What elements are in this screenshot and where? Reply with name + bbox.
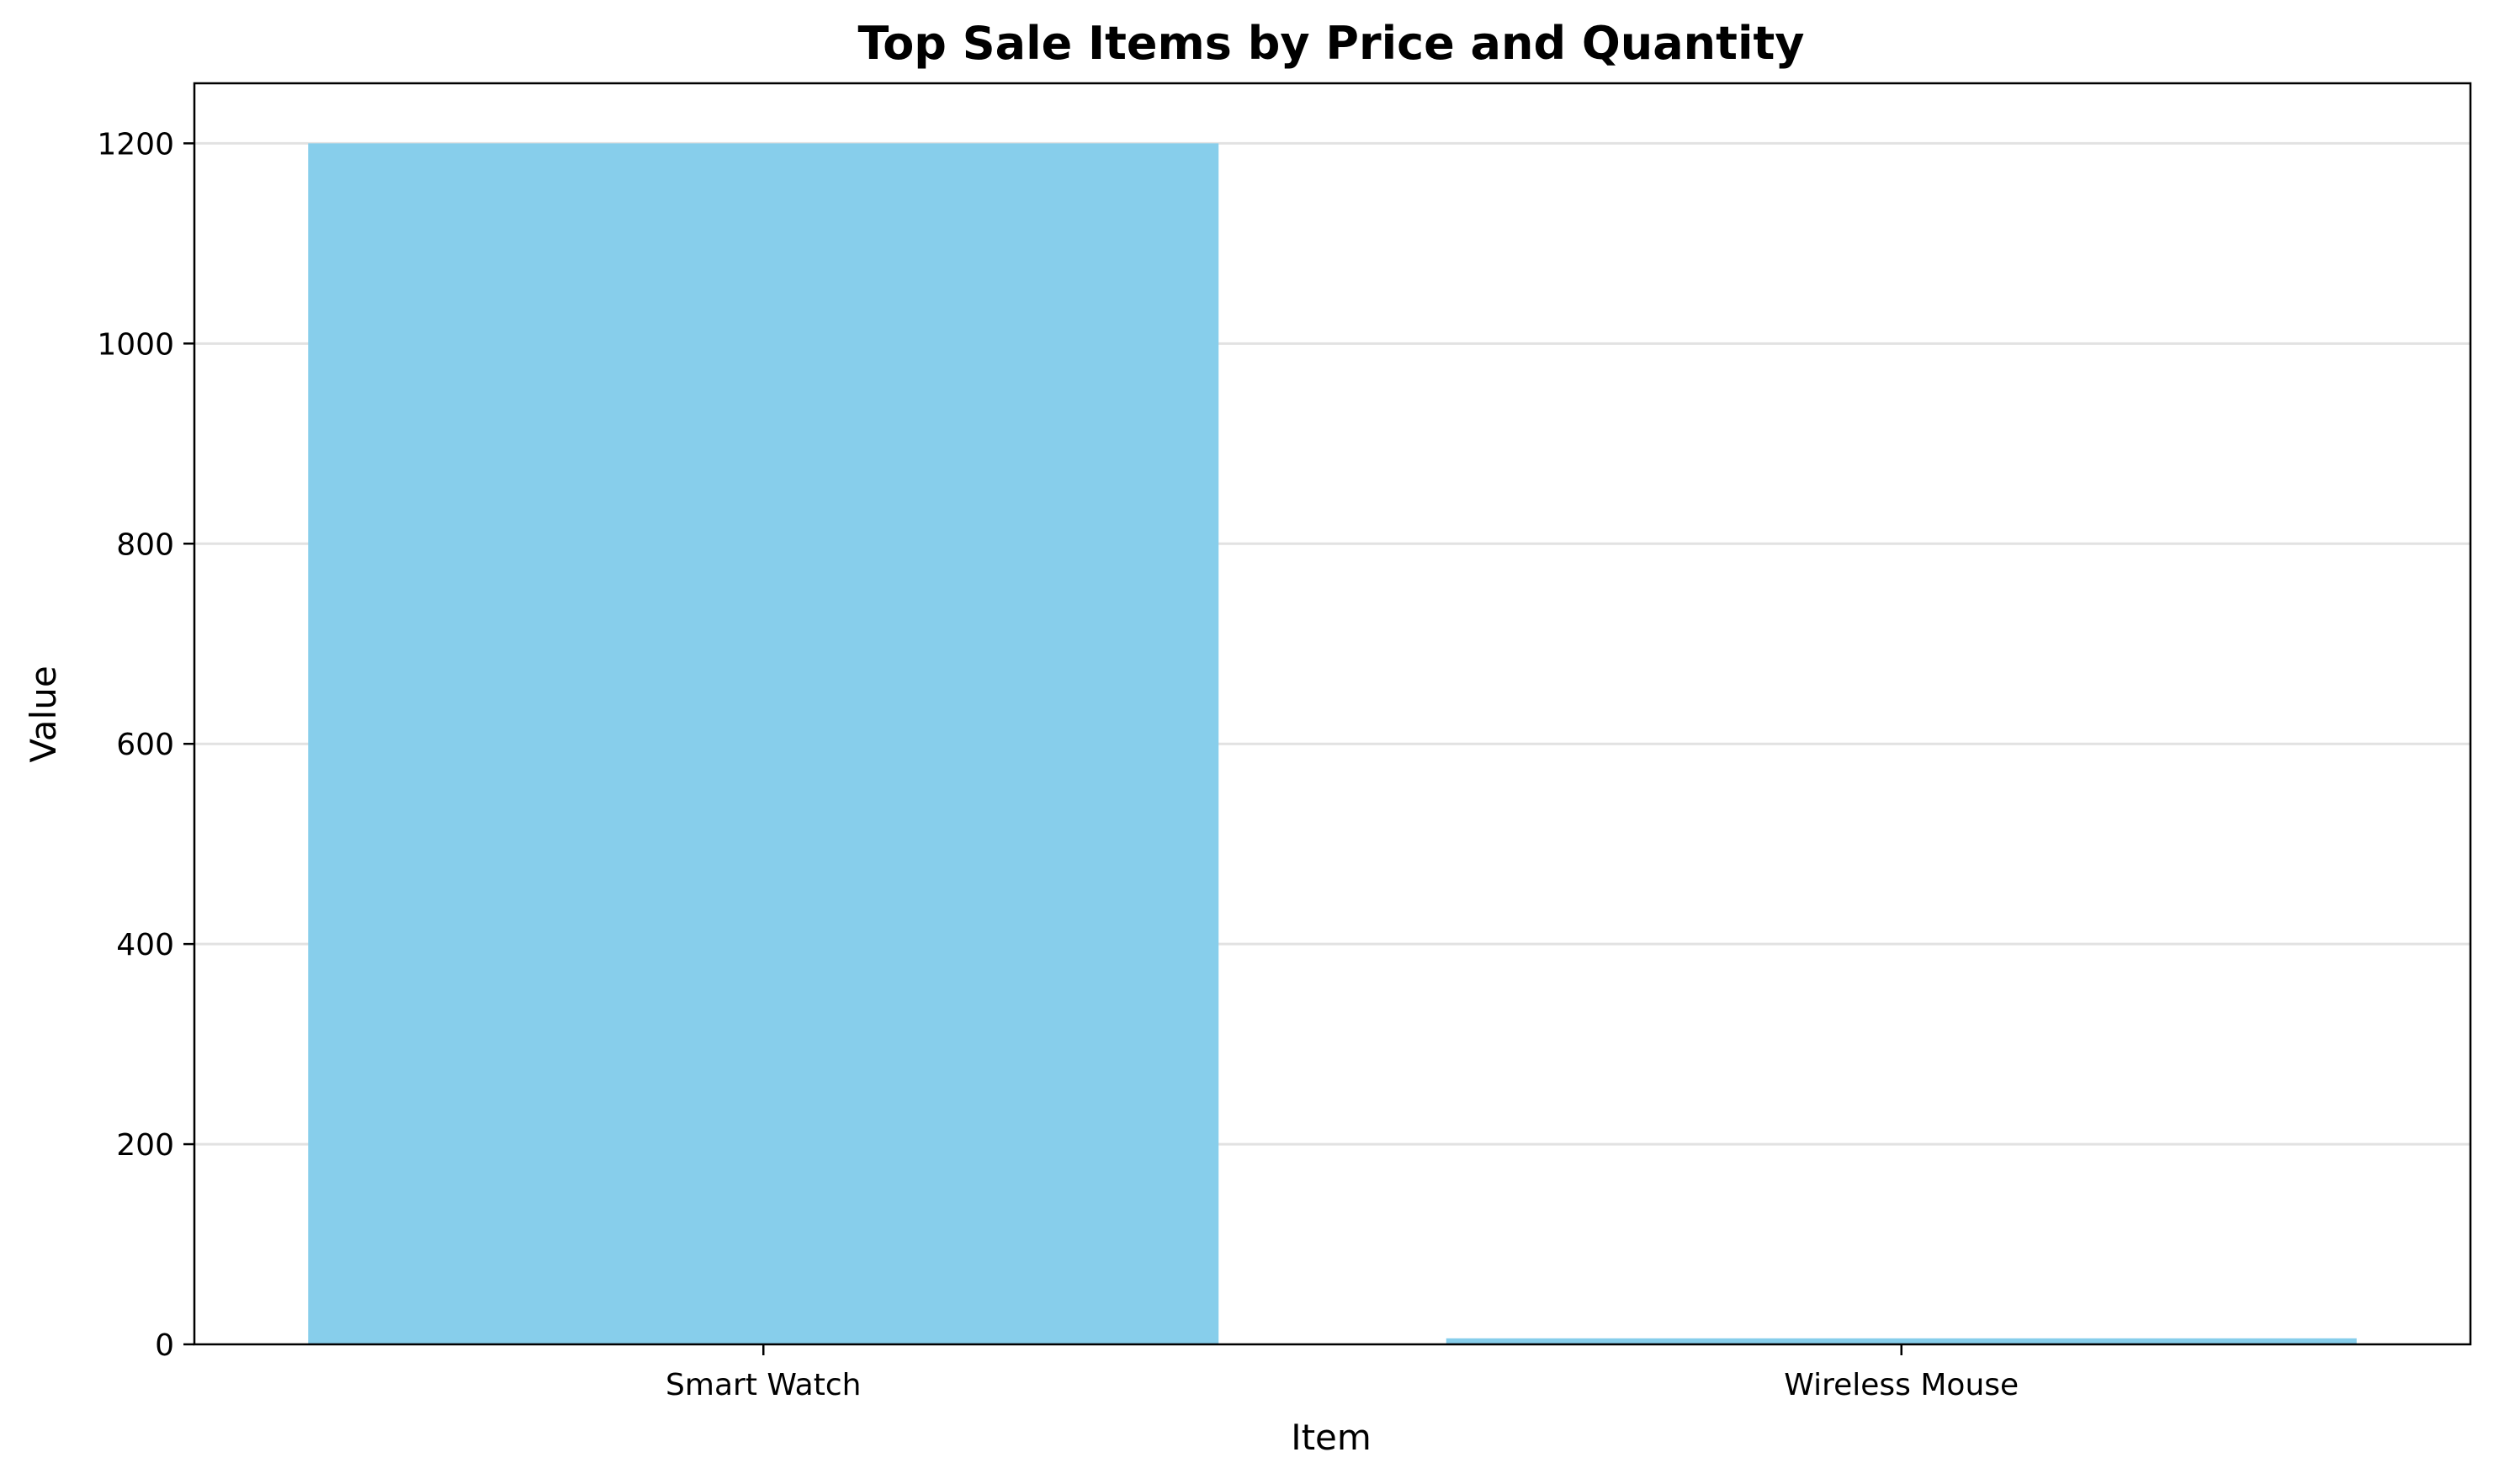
bar-smart-watch xyxy=(308,143,1219,1344)
x-tick-label: Smart Watch xyxy=(666,1368,861,1402)
axes: 0 200 400 600 800 1000 1200 Smart Watch Wireless… xyxy=(97,82,2472,1402)
y-tick-label: 1000 xyxy=(97,327,174,362)
bar-wireless-mouse xyxy=(1446,1338,2357,1344)
bars xyxy=(308,143,2357,1344)
chart-title: Top Sale Items by Price and Quantity xyxy=(858,17,1805,70)
y-tick-label: 0 xyxy=(155,1328,174,1363)
y-tick-label: 400 xyxy=(116,928,174,962)
y-axis-label: Value xyxy=(23,665,64,762)
x-axis-label: Item xyxy=(1291,1417,1372,1458)
y-tick-label: 600 xyxy=(116,728,174,762)
x-tick-label: Wireless Mouse xyxy=(1784,1368,2019,1402)
y-tick-label: 1200 xyxy=(97,127,174,162)
plot-frame xyxy=(193,82,2472,1346)
y-tick-label: 800 xyxy=(116,527,174,562)
y-tick-label: 200 xyxy=(116,1128,174,1163)
